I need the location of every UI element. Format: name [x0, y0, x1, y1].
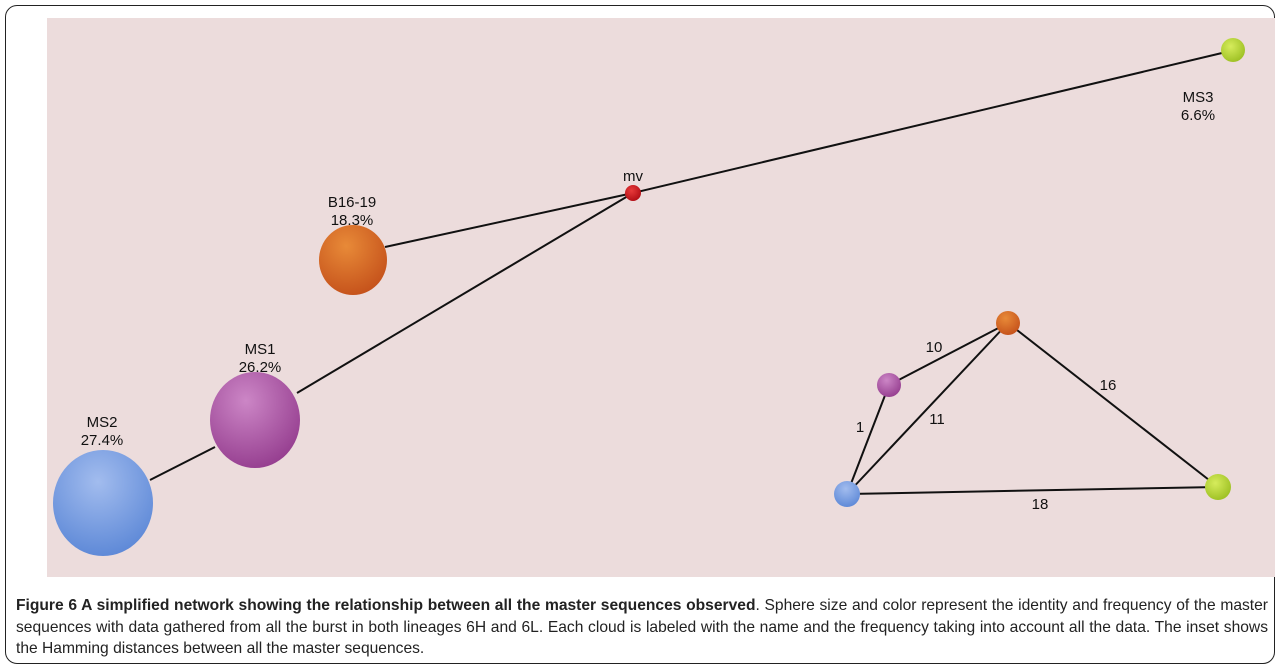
node-ms2 — [53, 450, 153, 556]
edge-label: 11 — [929, 411, 945, 428]
node-value: 6.6% — [1181, 107, 1215, 124]
inset-edge — [846, 486, 1219, 495]
caption-title: Figure 6 A simplified network showing th… — [16, 597, 756, 614]
inset-edge — [846, 384, 890, 495]
edge-label: 1 — [856, 419, 864, 436]
caption: Figure 6 A simplified network showing th… — [16, 595, 1268, 660]
node-b16-19 — [319, 225, 387, 295]
edge-label: 10 — [926, 339, 943, 356]
node-value: 26.2% — [239, 359, 282, 376]
inset-edge — [888, 322, 1009, 386]
node-label: MS1 — [245, 341, 276, 358]
edge — [149, 446, 216, 481]
caption-text: . Sphere size and color represent the id… — [16, 597, 1268, 657]
diagram-panel — [47, 18, 1275, 577]
node-value: 27.4% — [81, 432, 124, 449]
inset-node — [877, 373, 901, 397]
node-value: 18.3% — [331, 212, 374, 229]
node-mv — [625, 185, 641, 201]
edge — [296, 192, 634, 394]
node-ms1 — [210, 372, 300, 468]
node-label: MS3 — [1183, 89, 1214, 106]
node-label: B16-19 — [328, 194, 376, 211]
inset-edge — [1007, 322, 1219, 488]
inset-node — [834, 481, 860, 507]
inset: 10 1 11 16 18 — [834, 311, 1231, 513]
edge-label: 16 — [1100, 377, 1117, 394]
inset-edge — [846, 322, 1009, 495]
inset-node — [1205, 474, 1231, 500]
edge-label: 18 — [1032, 496, 1049, 513]
edge — [384, 192, 634, 248]
node-label: mv — [623, 168, 643, 185]
node-ms3 — [1221, 38, 1245, 62]
edge — [632, 52, 1223, 194]
inset-node — [996, 311, 1020, 335]
node-label: MS2 — [87, 414, 118, 431]
